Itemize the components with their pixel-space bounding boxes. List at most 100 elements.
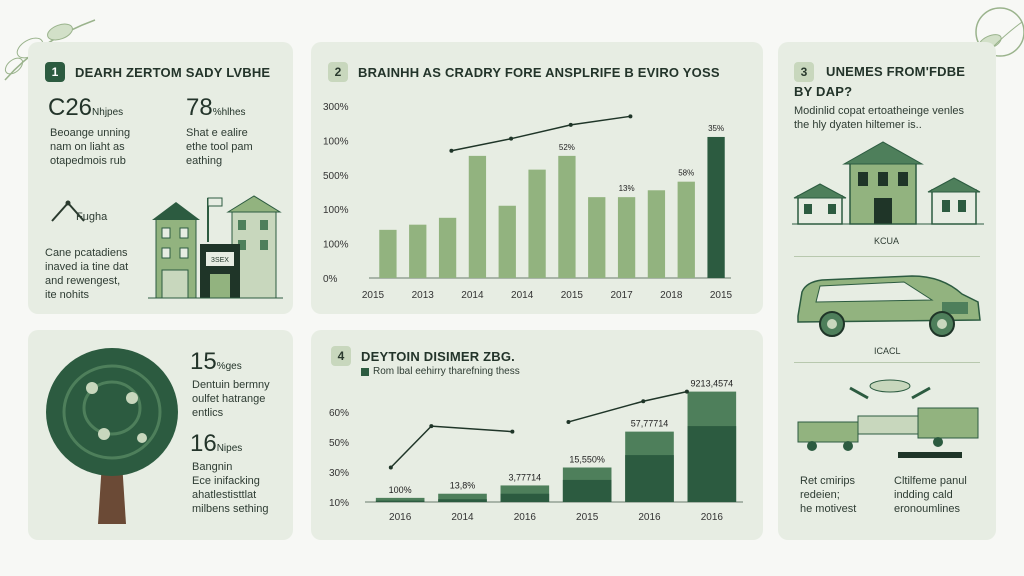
bar — [498, 205, 516, 278]
bar — [588, 197, 606, 278]
bar-segment-lower — [562, 479, 612, 502]
y-tick-label: 100% — [323, 205, 349, 216]
data-label: 3,77714 — [509, 472, 542, 482]
panel-title-line-2: BY DAP? — [794, 84, 853, 99]
bar-segment-lower — [438, 499, 487, 502]
legend-label: Rom lbal eehirry tharefning thess — [373, 366, 520, 377]
bar-segment-total — [375, 497, 425, 502]
panel-description: Cane pcatadiens inaved ia tine dat and rew… — [45, 247, 129, 301]
x-tick-label: 2016 — [514, 512, 537, 523]
y-tick-label: 100% — [323, 240, 349, 251]
legend-swatch — [361, 368, 369, 376]
bar — [409, 224, 427, 278]
bar — [528, 169, 546, 278]
data-label: 57,77714 — [631, 419, 669, 429]
y-tick-label: 500% — [323, 171, 349, 182]
y-tick-label: 300% — [323, 102, 349, 113]
panel-number: 3 — [794, 62, 814, 82]
bar-segment-lower — [687, 426, 737, 502]
trend-line — [568, 390, 688, 423]
data-label: 13% — [619, 184, 635, 193]
data-label: 13,8% — [450, 481, 476, 491]
bar — [647, 190, 666, 278]
car-illustration-icon — [797, 275, 981, 337]
bar-segment-lower — [625, 455, 674, 502]
y-tick-label: 100% — [323, 136, 349, 147]
houses-illustration-icon — [792, 141, 984, 225]
x-tick-label: 2015 — [710, 290, 733, 301]
data-label: 58% — [678, 169, 694, 178]
x-tick-label: 2015 — [576, 512, 599, 523]
bar — [677, 181, 695, 278]
machinery-desc-left: Ret cmirips redeien; he motivest — [800, 475, 857, 515]
bar-chart: 300% 100% 500% 100% 100% 0% 52% 13% 58% 35% 2015 20… — [323, 102, 733, 301]
panel-bar-chart: 2 BRAINHH AS CRADRY FORE ANSPLRIFE B EVI… — [311, 42, 763, 314]
bar — [438, 217, 457, 278]
bar — [379, 229, 397, 278]
tree-icon — [46, 348, 178, 524]
stat-value-b: 78%hlhes — [186, 94, 246, 121]
trend-point — [510, 429, 515, 434]
building-label: KCUA — [874, 236, 900, 246]
x-tick-label: 2014 — [451, 512, 474, 523]
stacked-bar-chart: 60% 50% 30% 10% 100% 2016 13,8% 2014 3,77714 2016… — [329, 379, 743, 523]
panel-assets: 3 UNEMES FROM'FDBE BY DAP? Modinlid copa… — [778, 42, 996, 540]
car-label: ICACL — [874, 346, 901, 356]
panel-overview: 1 DEARH ZERTOM SADY LVBHE C26Nhjpes Beoa… — [28, 42, 293, 314]
x-tick-label: 2016 — [638, 512, 661, 523]
stat-value-b: 16Nipes — [190, 430, 243, 457]
trend-point — [429, 424, 434, 429]
data-label: 52% — [559, 143, 575, 152]
y-tick-label: 60% — [329, 408, 349, 419]
x-tick-label: 2016 — [701, 512, 724, 523]
x-tick-label: 2016 — [389, 512, 412, 523]
building-sign: 3SEX — [211, 257, 229, 264]
stat-desc-a: Beoange unning nam on liaht as otapedmois … — [50, 127, 131, 167]
x-tick-label: 2015 — [362, 290, 385, 301]
trend-point — [628, 114, 633, 119]
x-tick-label: 2013 — [412, 290, 435, 301]
chart-title: DEYTOIN DISIMER ZBG. — [361, 349, 515, 364]
y-tick-label: 50% — [329, 438, 349, 449]
trend-point — [684, 389, 689, 394]
trend-point — [568, 122, 573, 127]
machinery-desc-right: Cltilfeme panul indding cald eronoumlines — [894, 475, 967, 515]
panel-number: 4 — [331, 346, 351, 366]
data-label: 9213,4574 — [691, 379, 734, 389]
x-tick-label: 2014 — [511, 290, 534, 301]
bar — [617, 197, 636, 278]
bar-segment-total — [438, 493, 487, 502]
trend-line — [451, 115, 631, 152]
panel-description: Modinlid copat ertoatheinge venles the hl… — [794, 105, 965, 131]
trend-point — [641, 399, 646, 404]
divider — [794, 362, 980, 363]
panel-stacked-chart: 4 DEYTOIN DISIMER ZBG. Rom lbal eehirry … — [311, 330, 763, 540]
roof-icon — [51, 200, 85, 222]
data-label: 35% — [708, 124, 724, 133]
panel-growth: 15%ges Dentuin bermny oulfet hatrange entl… — [28, 330, 293, 540]
stat-desc-b: Bangnin Ece inifacking ahatlestisttlat milb… — [192, 461, 269, 515]
divider — [794, 256, 980, 257]
panel-number: 2 — [328, 62, 348, 82]
x-tick-label: 2017 — [610, 290, 633, 301]
data-label: 100% — [389, 485, 412, 495]
x-tick-label: 2015 — [561, 290, 584, 301]
trend-point — [509, 136, 514, 141]
x-tick-label: 2014 — [461, 290, 484, 301]
panel-title: UNEMES FROM'FDBE — [826, 64, 966, 79]
y-tick-label: 10% — [329, 498, 349, 509]
buildings-illustration-icon: 3SEX — [148, 195, 283, 299]
x-tick-label: 2018 — [660, 290, 683, 301]
y-tick-label: 0% — [323, 274, 338, 285]
panel-number: 1 — [45, 62, 65, 82]
stat-value-a: 15%ges — [190, 348, 242, 375]
trend-point — [449, 148, 454, 153]
icon-label: Fugha — [76, 211, 108, 223]
chart-title: BRAINHH AS CRADRY FORE ANSPLRIFE B EVIRO… — [358, 65, 720, 80]
data-label: 15,550% — [569, 455, 605, 465]
bar — [468, 155, 487, 278]
stat-value-a: C26Nhjpes — [48, 94, 124, 121]
bar-segment-lower — [500, 493, 550, 502]
bar — [707, 136, 725, 278]
stat-desc-a: Dentuin bermny oulfet hatrange entlics — [192, 379, 270, 419]
